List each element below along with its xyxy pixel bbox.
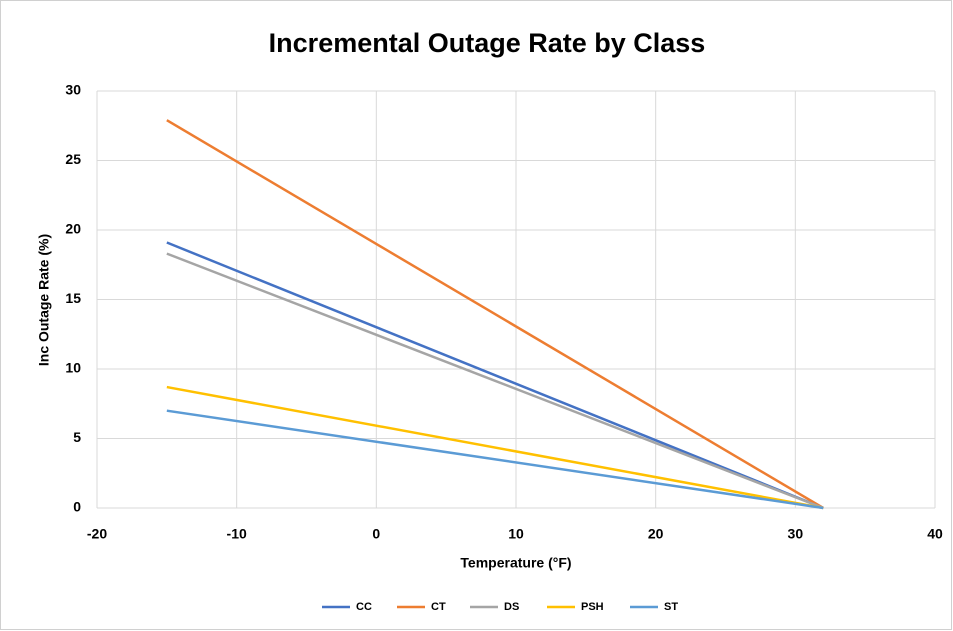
legend-label: CC xyxy=(356,601,372,613)
y-axis-label: Inc Outage Rate (%) xyxy=(36,234,52,366)
y-tick-label: 30 xyxy=(65,82,81,98)
chart-title: Incremental Outage Rate by Class xyxy=(269,28,706,58)
y-tick-label: 25 xyxy=(65,151,81,167)
series-line xyxy=(166,241,824,510)
x-axis-label: Temperature (°F) xyxy=(460,555,571,571)
x-tick-label: -20 xyxy=(87,526,107,542)
y-tick-label: 10 xyxy=(65,360,81,376)
legend-label: ST xyxy=(664,601,678,613)
legend-label: PSH xyxy=(581,601,604,613)
legend-label: CT xyxy=(431,601,446,613)
x-tick-label: 10 xyxy=(508,526,524,542)
x-tick-label: -10 xyxy=(227,526,247,542)
y-tick-label: 20 xyxy=(65,221,81,237)
series-line xyxy=(166,252,824,510)
legend-label: DS xyxy=(504,601,519,613)
x-tick-label: 40 xyxy=(927,526,943,542)
y-tick-label: 15 xyxy=(65,290,81,306)
x-tick-label: 20 xyxy=(648,526,664,542)
series-line xyxy=(166,409,824,510)
series-line xyxy=(166,385,824,510)
series-line xyxy=(166,119,824,510)
y-tick-label: 5 xyxy=(73,429,81,445)
y-tick-label: 0 xyxy=(73,499,81,515)
x-tick-label: 0 xyxy=(372,526,380,542)
x-tick-label: 30 xyxy=(788,526,804,542)
